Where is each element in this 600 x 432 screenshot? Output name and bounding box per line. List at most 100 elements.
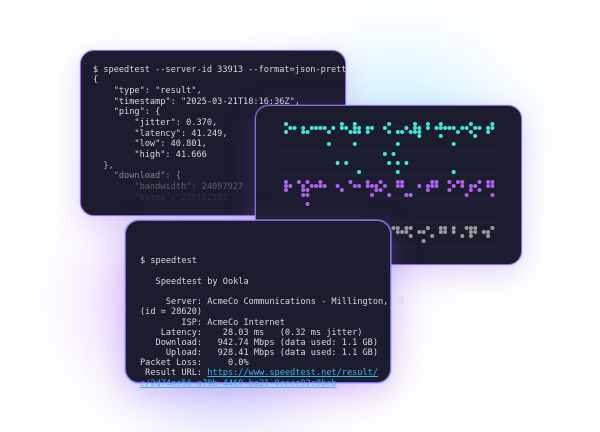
upload-dot xyxy=(365,184,370,188)
download-dot xyxy=(438,134,443,138)
download-dot xyxy=(443,126,448,130)
upload-dot xyxy=(382,184,387,188)
upload-dot xyxy=(400,184,405,188)
latency-dot xyxy=(490,226,495,230)
download-dot xyxy=(327,130,331,134)
latency-dot xyxy=(464,226,469,230)
download-dot xyxy=(413,130,417,134)
download-dot xyxy=(464,126,469,130)
cli-line: Upload: 928.41 Mbps (data used: 1.1 GB) xyxy=(140,348,378,359)
latency-dot xyxy=(408,226,413,230)
upload-dot xyxy=(486,184,491,188)
latency-dot xyxy=(451,226,456,230)
download-dot xyxy=(288,126,293,130)
download-dot xyxy=(473,126,478,130)
upload-dot xyxy=(400,180,405,184)
download-dot xyxy=(309,126,314,130)
json-line: "bandwidth": 24097927 xyxy=(93,182,244,193)
upload-dot xyxy=(408,193,413,197)
download-dot xyxy=(468,122,473,126)
upload-dot xyxy=(430,184,435,188)
cli-line: Download: 942.74 Mbps (data used: 1.1 GB… xyxy=(140,337,378,348)
upload-dot xyxy=(365,180,370,184)
upload-dot xyxy=(305,202,310,206)
latency-dot xyxy=(395,230,400,234)
upload-dot xyxy=(378,188,383,192)
latency-dot xyxy=(486,234,491,238)
cli-terminal-window: $ speedtest Speedtest by Ookla Server: A… xyxy=(125,220,404,389)
upload-dot xyxy=(477,180,482,184)
download-dot xyxy=(400,130,405,134)
download-dot xyxy=(460,126,465,130)
upload-dot xyxy=(490,193,495,197)
upload-dot xyxy=(460,184,465,188)
download-dot xyxy=(348,130,353,134)
download-dot xyxy=(352,142,357,146)
json-line: "high": 41.666 xyxy=(93,150,207,160)
download-dot xyxy=(305,130,310,134)
download-dot xyxy=(352,126,357,130)
download-dot xyxy=(318,126,323,130)
download-dot xyxy=(301,126,306,130)
upload-dot xyxy=(370,184,374,188)
result-url-link-continued[interactable]: c/2d74ee56-a79b-4469-ba21-0cecc92c8bcb xyxy=(140,378,337,389)
json-line: "ping": { xyxy=(93,107,161,118)
download-dot xyxy=(314,126,319,130)
upload-dot xyxy=(486,180,491,184)
latency-dot xyxy=(404,226,409,230)
download-dot xyxy=(365,130,370,134)
latency-dot xyxy=(460,234,465,238)
download-dot xyxy=(404,126,409,130)
cli-line: Packet Loss: 0.0% xyxy=(140,358,249,369)
download-dot xyxy=(438,122,443,126)
latency-dot xyxy=(421,230,426,234)
cli-line xyxy=(140,267,404,277)
download-dot xyxy=(395,130,400,134)
latency-dot xyxy=(425,226,430,230)
download-dot xyxy=(425,122,430,126)
download-dot xyxy=(344,161,349,165)
cli-line: Speedtest by Ookla xyxy=(140,276,249,287)
json-line: "bytes": 239152592 xyxy=(93,192,228,203)
upload-dot xyxy=(490,184,495,188)
latency-dot xyxy=(468,234,473,238)
upload-dot xyxy=(374,188,379,192)
upload-dot xyxy=(284,188,288,192)
latency-dot xyxy=(400,230,405,234)
latency-dot xyxy=(421,239,426,243)
cli-line xyxy=(140,287,404,297)
upload-dot xyxy=(404,193,409,197)
cli-line: ISP: AcmeCo Internet xyxy=(140,317,285,328)
latency-dot xyxy=(391,226,396,230)
latency-dot xyxy=(408,234,413,238)
upload-dot xyxy=(434,180,439,184)
download-dot xyxy=(417,134,422,138)
download-dot xyxy=(404,161,409,165)
upload-dot xyxy=(318,180,323,184)
latency-dot xyxy=(438,226,443,230)
upload-dot xyxy=(296,180,301,184)
download-dot xyxy=(352,130,357,134)
upload-dot xyxy=(460,180,465,184)
download-dot xyxy=(344,126,349,130)
upload-dot xyxy=(395,180,400,184)
upload-dot xyxy=(473,184,478,188)
json-line: "type": "result", xyxy=(93,85,202,96)
upload-dot xyxy=(301,193,306,197)
result-url-link[interactable]: https://www.speedtest.net/result/ xyxy=(207,368,379,379)
upload-dot xyxy=(305,188,310,192)
upload-dot xyxy=(339,188,344,192)
download-dot xyxy=(339,122,344,126)
latency-dot xyxy=(451,230,456,234)
download-dot xyxy=(395,142,400,146)
download-dot xyxy=(434,126,439,130)
upload-dot xyxy=(464,193,469,197)
upload-dot xyxy=(451,184,456,188)
json-line: "timestamp": "2025-03-21T18:16:36Z", xyxy=(93,96,300,107)
result-url-label: Result URL: xyxy=(140,368,208,379)
cli-output: $ speedtest Speedtest by Ookla Server: A… xyxy=(140,236,404,389)
upload-dot xyxy=(387,193,392,197)
download-dot xyxy=(357,130,362,134)
download-dot xyxy=(413,122,417,126)
download-dot xyxy=(417,126,422,130)
